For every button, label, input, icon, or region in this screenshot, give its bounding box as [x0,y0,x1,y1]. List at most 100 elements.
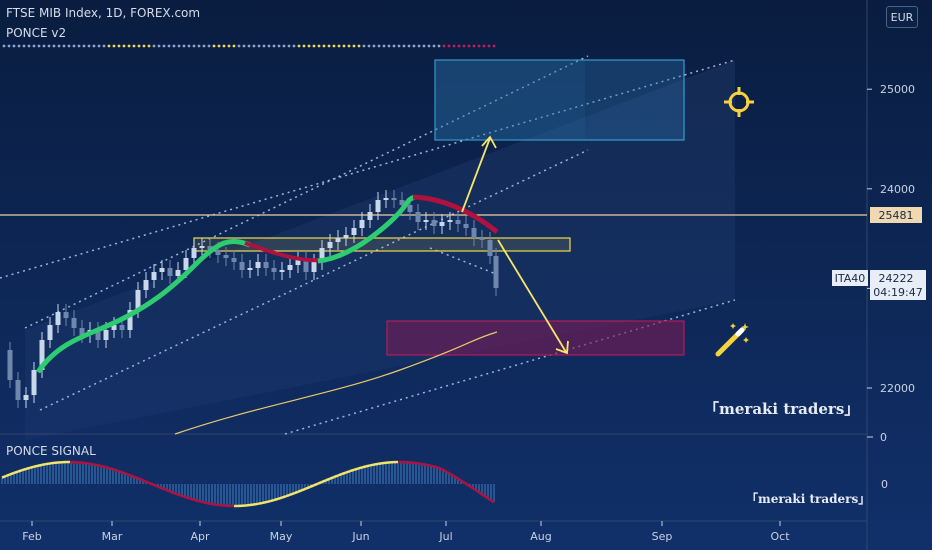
signal-line-segment [161,487,167,492]
crosshair-icon[interactable] [723,86,755,118]
candle-body [295,260,301,265]
indicator-dot [77,44,81,48]
indicator-dot [437,44,441,48]
signal-line-segment [157,485,163,490]
signal-line-segment [289,492,295,497]
last-price-badge [870,270,926,300]
indicator-dot [92,44,96,48]
signal-line-segment [373,462,379,466]
time-axis[interactable]: Feb Mar Apr May Jun Jul Aug Sep Oct [22,521,790,543]
watermark-lower: 「meraki traders」 [746,492,871,506]
signal-line-segment [365,464,371,468]
signal-line-segment [25,466,31,471]
time-tick-label: Jun [351,530,369,543]
signal-line-segment [193,498,199,503]
candle-body [255,262,261,268]
signal-line-segment [1,474,7,479]
indicator-dot [232,44,236,48]
signal-line-segment [281,495,287,499]
indicator-dot [272,44,276,48]
signal-line-segment [17,469,23,473]
candle-body [71,318,77,328]
indicator-dot [312,44,316,48]
indicator-dot [472,44,476,48]
support-zone-box[interactable] [386,320,685,356]
signal-line-segment [181,494,187,499]
time-tick-label: Oct [770,530,790,543]
candle-body [471,228,477,238]
signal-line-segment [297,489,303,493]
indicator-dot [442,44,446,48]
candle-body [391,198,397,200]
signal-line-segment [265,499,271,504]
indicator-dot [197,44,201,48]
projection-down-arrowhead [555,340,569,355]
signal-line-segment [185,496,191,500]
symbol-legend[interactable]: FTSE MIB Index, 1D, FOREX.com [6,6,201,20]
indicator-dot [117,44,121,48]
indicator-dot [22,44,26,48]
time-tick-label: Sep [652,530,673,543]
signal-line-segment [321,479,327,484]
projection-up-arrowhead [481,135,497,149]
currency-button[interactable]: EUR [886,6,918,28]
candle-body [47,325,53,340]
candle-body [399,200,405,205]
moving-average-line [174,331,498,435]
indicator-dot [147,44,151,48]
indicator-dot [252,44,256,48]
signal-line-segment [277,496,283,501]
candle-body [407,205,413,212]
indicator-dot [37,44,41,48]
indicator-legend[interactable]: PONCE v2 [6,26,67,40]
last-price-text: 24222 [879,272,914,285]
signal-line-segment [89,462,95,466]
candle-body [159,268,165,272]
candle-body [415,212,421,222]
signal-line-segment [109,467,115,471]
candle-body [167,268,173,276]
candle-body [423,220,429,222]
indicator-dot [237,44,241,48]
candle-body [183,258,189,270]
signal-line-segment [361,465,367,469]
candle-body [151,272,157,280]
signal-line-segment [341,471,347,476]
signal-line-segment [457,477,463,483]
signal-line-segment [413,461,419,465]
indicator-dot [322,44,326,48]
channel-mid-line [39,149,589,411]
signal-line-segment [253,502,259,506]
target-zone-inner [435,60,585,140]
indicator-dot [217,44,221,48]
signal-line-segment [173,491,179,496]
lower-pane-title[interactable]: PONCE SIGNAL [6,444,96,458]
candle-body [199,246,205,248]
signal-line-segment [445,470,451,475]
magic-wand-icon[interactable] [712,320,752,360]
lower-pane-top-tick-label: 0 [880,431,887,444]
price-tick-label: 24000 [880,183,915,196]
level-badge-text: 25481 [879,209,914,222]
trend-up-segment-1 [35,239,251,374]
candle-body [239,262,245,270]
indicator-dot [492,44,496,48]
indicator-dot [12,44,16,48]
indicator-dot [172,44,176,48]
candle-body [327,242,333,248]
indicator-dot [112,44,116,48]
signal-line-segment [213,503,219,507]
candle-body [119,325,125,330]
target-zone-box[interactable] [434,59,685,141]
signal-line-segment [449,472,455,478]
signal-line-segment [49,461,55,465]
indicator-dot [287,44,291,48]
indicator-dot [342,44,346,48]
indicator-dot [397,44,401,48]
indicator-dot [42,44,46,48]
candle-body [63,312,69,318]
signal-line-segment [345,469,351,474]
indicator-dot [242,44,246,48]
time-tick-label: Feb [22,530,41,543]
